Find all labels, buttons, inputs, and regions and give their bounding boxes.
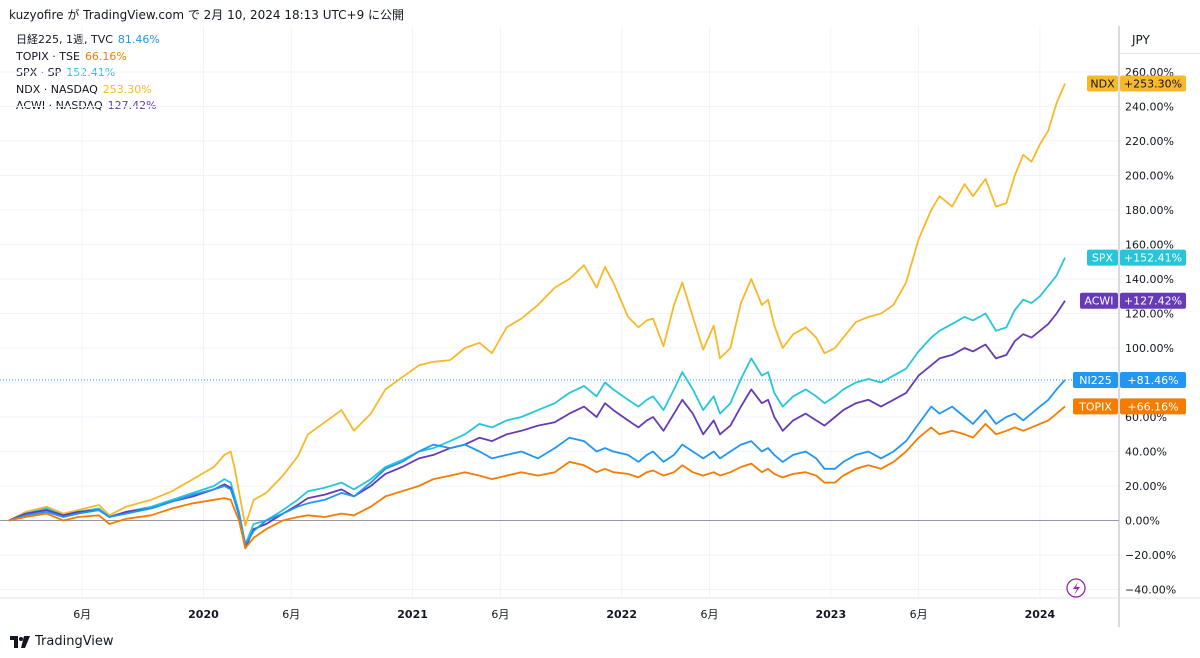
legend-item-acwi[interactable]: ACWI · NASDAQ 127.42% (16, 98, 160, 115)
x-tick-label: 6月 (282, 608, 300, 621)
y-tick-label: 260.00% (1125, 66, 1174, 79)
series-line-spx (8, 257, 1066, 546)
x-tick-label: 2022 (606, 608, 637, 621)
legend-item-topix[interactable]: TOPIX · TSE 66.16% (16, 49, 160, 66)
x-tick-label: 2020 (188, 608, 219, 621)
tag-value-bg (1120, 249, 1186, 266)
legend-value: 152.41% (66, 66, 116, 79)
x-tick-label: 2021 (397, 608, 428, 621)
last-value-tag-spx: SPX +152.41% (1087, 249, 1186, 266)
legend-item-spx[interactable]: SPX · SP 152.41% (16, 65, 160, 82)
x-tick-label: 2023 (815, 608, 846, 621)
legend-name: TOPIX · TSE (16, 49, 80, 63)
series-legend: 日経225, 1週, TVC 81.46% TOPIX · TSE 66.16% S… (16, 32, 160, 115)
legend-value: 66.16% (84, 49, 127, 63)
legend-value: 253.30% (102, 82, 152, 96)
y-tick-label: 0.00% (1125, 515, 1160, 528)
legend-item-ndx[interactable]: NDX · NASDAQ 253.30% (16, 82, 160, 99)
y-tick-label: 220.00% (1125, 135, 1174, 148)
tag-name: NI225 (1079, 374, 1111, 387)
legend-value: 81.46% (117, 33, 160, 46)
y-tick-label: 180.00% (1125, 204, 1174, 217)
tag-value: +152.41% (1124, 252, 1182, 265)
tag-name-bg (1073, 371, 1118, 388)
tag-value: +66.16% (1127, 400, 1178, 413)
x-tick-label: 6月 (73, 608, 91, 621)
y-tick-label: 20.00% (1125, 480, 1167, 493)
y-tick-label: 60.00% (1125, 411, 1167, 424)
y-tick-label: −40.00% (1125, 584, 1176, 597)
legend-name: 日経225, 1週, TVC (16, 33, 113, 46)
tag-value-bg (1120, 371, 1186, 388)
tag-value-bg (1120, 292, 1186, 309)
y-tick-label: 160.00% (1125, 239, 1174, 252)
tag-value: +253.30% (1124, 78, 1182, 91)
y-tick-label: 240.00% (1125, 101, 1174, 114)
brand-name: TradingView (35, 634, 114, 649)
last-value-tag-ni225: NI225 +81.46% (1073, 371, 1186, 388)
tag-name: ACWI (1084, 295, 1113, 308)
y-tick-label: 100.00% (1125, 342, 1174, 355)
y-tick-label: 140.00% (1125, 273, 1174, 286)
grid-lines (0, 26, 1119, 598)
x-tick-label: 2024 (1025, 608, 1056, 621)
tag-name-bg (1073, 398, 1118, 415)
currency-label[interactable]: JPY (1120, 26, 1200, 54)
tag-name: SPX (1092, 252, 1114, 265)
tag-value-bg (1120, 398, 1186, 415)
x-tick-label: 6月 (491, 608, 509, 621)
last-value-tag-acwi: ACWI +127.42% (1080, 292, 1186, 309)
last-value-tags: NDX +253.30% SPX +152.41% ACWI +127.42% NI225 +… (1073, 75, 1186, 415)
tradingview-logo-icon (10, 635, 30, 648)
tradingview-brand[interactable]: TradingView (10, 634, 114, 649)
legend-item-ni225[interactable]: 日経225, 1週, TVC 81.46% (16, 32, 160, 49)
x-tick-label: 6月 (701, 608, 719, 621)
last-value-tag-ndx: NDX +253.30% (1087, 75, 1186, 92)
y-tick-label: 80.00% (1125, 377, 1167, 390)
tag-value: +127.42% (1124, 295, 1182, 308)
tag-name-bg (1087, 249, 1118, 266)
line-chart[interactable]: 260.00% 240.00% 220.00% 200.00% 180.00% 160.0… (0, 0, 1200, 630)
flash-icon[interactable] (1066, 578, 1086, 598)
publish-info: kuzyofire が TradingView.com で 2月 10, 202… (9, 8, 405, 22)
last-value-tag-topix: TOPIX +66.16% (1073, 398, 1186, 415)
price-axis: 260.00% 240.00% 220.00% 200.00% 180.00% 160.0… (1125, 66, 1176, 597)
y-tick-label: 200.00% (1125, 170, 1174, 183)
y-tick-label: 120.00% (1125, 308, 1174, 321)
y-tick-label: −20.00% (1125, 549, 1176, 562)
tag-name: NDX (1090, 78, 1115, 91)
legend-name: NDX · NASDAQ (16, 82, 98, 96)
x-tick-label: 6月 (910, 608, 928, 621)
legend-value: 127.42% (107, 99, 157, 112)
time-axis: 6月 2020 6月 2021 6月 2022 6月 2023 6月 2024 (73, 608, 1055, 621)
series-line-ndx (8, 83, 1066, 527)
tag-name-bg (1080, 292, 1118, 309)
series-line-topix (8, 405, 1066, 549)
legend-name: ACWI · NASDAQ (16, 99, 103, 112)
series-lines (8, 83, 1066, 549)
series-line-ni225 (8, 379, 1066, 546)
y-tick-label: 40.00% (1125, 446, 1167, 459)
tag-name-bg (1087, 75, 1118, 92)
tag-name: TOPIX (1078, 400, 1112, 413)
series-line-acwi (8, 300, 1066, 549)
tag-value-bg (1120, 75, 1186, 92)
legend-name: SPX · SP (16, 66, 62, 79)
tag-value: +81.46% (1127, 374, 1178, 387)
